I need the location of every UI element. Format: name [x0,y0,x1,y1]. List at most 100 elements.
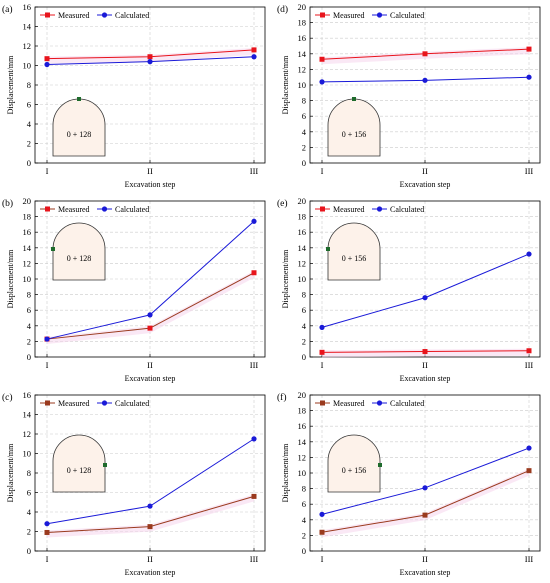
measured-point [44,56,50,62]
monitor-point-marker [51,247,55,251]
y-tick-label: 8 [27,290,31,300]
y-tick-label: 6 [27,100,31,110]
calculated-point [44,336,50,342]
plot-frame [309,394,541,552]
calculated-point [319,324,325,330]
x-tick-label: III [525,360,534,370]
monitor-point-marker [103,463,107,467]
y-tick-label: 10 [23,449,32,459]
y-tick-label: 8 [302,96,306,106]
legend: Measured Calculated [40,399,149,408]
y-tick-label: 2 [302,142,306,152]
x-tick-label: I [46,360,49,370]
y-tick-label: 14 [23,243,32,253]
monitor-point-marker [326,247,330,251]
y-tick-label: 6 [302,499,306,509]
y-tick-label: 4 [27,119,32,129]
legend-measured-marker [320,12,325,18]
y-tick-label: 0 [302,546,306,556]
y-tick-label: 16 [23,2,32,12]
y-tick-label: 4 [27,507,32,517]
calculated-point [526,445,532,451]
x-axis-label: Excavation step [400,568,451,577]
calculated-point [147,312,153,318]
legend-measured-marker [45,400,50,406]
y-tick-label: 16 [298,227,307,237]
legend-calculated-label: Calculated [115,205,149,214]
monitor-point-marker [352,97,356,101]
calculated-point [319,511,325,517]
measured-point [422,512,428,518]
y-tick-label: 8 [302,290,306,300]
legend: Measured Calculated [315,11,424,20]
legend-calculated-marker [376,400,383,406]
legend-measured-label: Measured [58,399,90,408]
plot-frame [309,200,541,358]
tunnel-section [327,434,381,493]
tunnel-section [52,434,106,493]
x-tick-label: III [250,166,259,176]
measured-point [147,524,153,530]
y-tick-label: 14 [23,22,32,32]
legend-calculated-label: Calculated [390,11,424,20]
y-tick-label: 8 [27,80,31,90]
x-tick-label: III [525,554,534,564]
panel-label: (c) [2,392,13,403]
y-axis-label: Displacement/mm [6,55,15,114]
y-tick-label: 10 [298,80,307,90]
x-tick-label: I [321,360,324,370]
y-tick-label: 20 [298,196,307,206]
legend-calculated-marker [101,206,108,212]
legend-measured-marker [320,206,325,212]
y-tick-label: 2 [302,336,306,346]
calculated-point [251,54,257,60]
calculated-point [147,503,153,509]
x-tick-label: III [250,554,259,564]
calculated-point [44,61,50,68]
measured-point [319,349,325,355]
plot-frame [309,6,541,164]
section-label: 0 + 128 [67,130,92,139]
legend: Measured Calculated [40,205,149,214]
x-axis-label: Excavation step [400,180,451,189]
tunnel-section [327,98,381,157]
legend-measured-marker [320,400,325,406]
section-label: 0 + 128 [67,466,92,475]
y-tick-label: 20 [298,390,307,400]
legend-measured-label: Measured [333,205,365,214]
measured-point [251,493,257,499]
y-tick-label: 0 [27,546,31,556]
y-tick-label: 8 [302,484,306,494]
legend-calculated-label: Calculated [115,11,149,20]
measured-point [422,349,428,355]
measured-point [251,270,257,276]
measured-band [322,468,529,538]
y-tick-label: 12 [23,429,32,439]
y-axis-label: Displacement/mm [6,249,15,308]
x-axis-label: Excavation step [125,180,176,189]
panel-label: (d) [277,4,288,15]
legend-measured-label: Measured [333,399,365,408]
legend-calculated-marker [101,12,108,18]
y-tick-label: 0 [302,352,306,362]
legend-measured-label: Measured [58,11,90,20]
tunnel-section [327,222,381,281]
legend-calculated-label: Calculated [390,399,424,408]
measured-point [44,529,50,535]
y-tick-label: 2 [302,530,306,540]
y-tick-label: 14 [23,410,32,420]
legend-measured-label: Measured [333,11,365,20]
y-tick-label: 6 [302,305,306,315]
measured-point [319,529,325,535]
x-tick-label: II [422,554,428,564]
x-tick-label: II [147,554,153,564]
legend-calculated-marker [376,206,383,212]
measured-point [526,46,532,52]
measured-point [147,325,153,331]
calculated-point [422,295,428,301]
calculated-point [147,59,153,65]
